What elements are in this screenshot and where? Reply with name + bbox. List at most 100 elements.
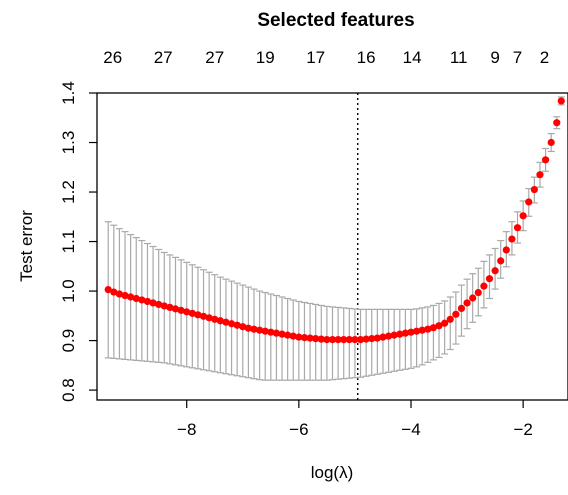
data-point <box>396 330 404 338</box>
data-point <box>149 299 157 307</box>
top-axis-label: 26 <box>103 48 122 67</box>
top-axis-label: 11 <box>450 48 468 67</box>
data-point <box>227 320 236 328</box>
chart-subtitle: Selected features <box>257 10 414 31</box>
data-point <box>463 299 471 307</box>
top-axis-labels: 26 27 27 19 17 16 14 11 9 7 2 <box>103 48 549 67</box>
y-tick-label: 1.4 <box>59 81 78 105</box>
data-point <box>441 319 449 327</box>
data-point <box>356 335 365 344</box>
y-tick-label: 1.3 <box>59 131 78 155</box>
data-point <box>379 333 387 341</box>
data-point <box>222 318 230 326</box>
data-point <box>513 224 522 232</box>
data-point <box>239 323 247 331</box>
data-point <box>211 315 219 323</box>
x-tick-label: −4 <box>401 420 420 439</box>
data-point <box>536 171 544 179</box>
data-point <box>289 332 297 340</box>
x-tick-label: −6 <box>289 420 308 439</box>
data-point <box>110 288 118 296</box>
data-point <box>166 303 174 312</box>
top-axis-label: 7 <box>513 48 522 67</box>
data-point <box>541 156 550 164</box>
x-tick-label: −2 <box>513 420 532 439</box>
y-tick-label: 0.9 <box>59 329 78 353</box>
data-point <box>373 334 381 342</box>
data-point <box>171 305 180 313</box>
data-point <box>519 212 527 220</box>
data-point <box>256 326 264 334</box>
data-point <box>104 285 112 294</box>
top-axis-label: 16 <box>357 48 376 67</box>
data-point <box>547 138 555 147</box>
data-point <box>557 97 565 105</box>
data-point <box>199 312 208 320</box>
top-axis-label: 2 <box>540 48 549 67</box>
data-point <box>183 308 191 316</box>
data-point <box>312 335 320 343</box>
data-point <box>250 325 258 333</box>
data-point <box>362 335 370 343</box>
data-point <box>121 291 129 300</box>
data-point <box>474 288 482 297</box>
data-point <box>530 185 538 194</box>
data-point <box>216 317 224 325</box>
data-point <box>424 325 432 333</box>
y-tick-label: 0.8 <box>59 378 78 402</box>
top-axis-label: 17 <box>306 48 325 67</box>
data-point <box>244 324 252 332</box>
data-point <box>267 328 275 336</box>
data-point <box>407 328 415 336</box>
data-point <box>160 302 168 310</box>
y-axis-title: Test error <box>17 210 36 282</box>
data-point <box>284 331 292 339</box>
data-point <box>418 326 426 334</box>
top-axis-label: 14 <box>403 48 422 67</box>
data-point <box>188 309 196 317</box>
data-point <box>177 306 185 314</box>
data-point <box>368 335 376 343</box>
data-point <box>435 322 443 330</box>
data-point <box>261 327 269 335</box>
data-points <box>104 97 565 344</box>
data-point <box>390 331 398 339</box>
top-axis-label: 27 <box>205 48 224 67</box>
data-point <box>132 294 140 303</box>
top-axis-label: 19 <box>256 48 275 67</box>
data-point <box>452 310 460 318</box>
data-point <box>553 119 561 127</box>
data-point <box>457 304 466 312</box>
data-point <box>323 335 331 344</box>
data-point <box>485 275 494 283</box>
top-axis-label: 27 <box>154 48 173 67</box>
data-point <box>143 297 152 306</box>
data-point <box>295 333 303 341</box>
data-point <box>205 314 213 322</box>
plot-frame <box>96 92 568 401</box>
data-point <box>345 335 353 344</box>
data-point <box>491 267 499 275</box>
y-tick-label: 1.1 <box>59 230 78 254</box>
data-point <box>127 293 135 301</box>
data-point <box>272 329 281 337</box>
data-point <box>300 334 309 342</box>
data-point <box>502 246 510 254</box>
y-axis: 0.8 0.9 1.0 1.1 1.2 1.3 1.4 <box>59 81 97 402</box>
x-axis-title: log(λ) <box>311 463 354 482</box>
data-point <box>334 335 342 344</box>
data-point <box>306 334 314 342</box>
data-point <box>497 257 505 265</box>
data-point <box>508 235 516 243</box>
data-point <box>480 282 488 290</box>
data-point <box>469 294 477 302</box>
data-point <box>429 324 438 332</box>
y-tick-label: 1.0 <box>59 279 78 303</box>
data-point <box>525 198 533 206</box>
data-point <box>340 335 348 344</box>
data-point <box>384 332 393 340</box>
data-point <box>351 335 359 344</box>
data-point <box>401 329 409 337</box>
